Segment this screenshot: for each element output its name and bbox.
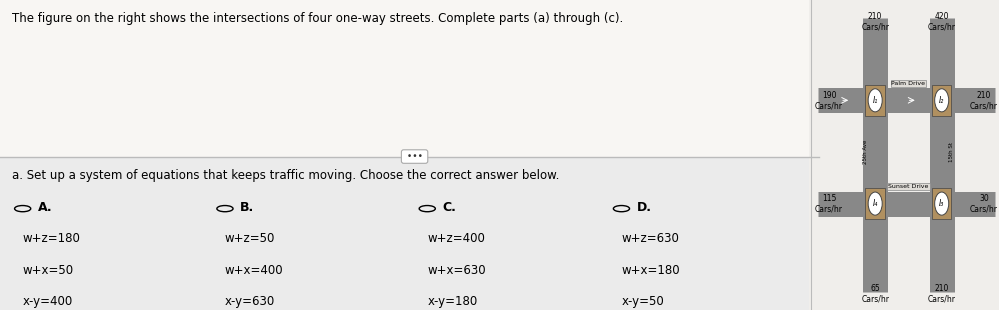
Text: C.: C.	[443, 201, 457, 214]
Bar	[865, 85, 885, 116]
Text: A.: A.	[38, 201, 53, 214]
Text: The figure on the right shows the intersections of four one-way streets. Complet: The figure on the right shows the inters…	[12, 12, 623, 25]
Text: w+x=630: w+x=630	[428, 264, 486, 277]
Circle shape	[868, 192, 882, 215]
Text: w+x=180: w+x=180	[621, 264, 680, 277]
Text: w+z=50: w+z=50	[225, 232, 276, 246]
Bar	[932, 85, 951, 116]
Circle shape	[935, 192, 949, 215]
Text: 190
Cars/hr: 190 Cars/hr	[815, 91, 843, 110]
Text: x-y=400: x-y=400	[23, 294, 73, 308]
Text: w+z=180: w+z=180	[23, 232, 81, 246]
Circle shape	[935, 89, 949, 112]
Text: x-y=180: x-y=180	[428, 294, 478, 308]
Text: Palm Drive: Palm Drive	[891, 81, 925, 86]
Text: 210
Cars/hr: 210 Cars/hr	[861, 12, 889, 32]
Text: I₃: I₃	[939, 199, 944, 208]
Text: w+x=50: w+x=50	[23, 264, 74, 277]
Text: x-y=50: x-y=50	[621, 294, 664, 308]
Text: 15th St: 15th St	[949, 142, 954, 162]
Bar	[0, 0, 809, 157]
Text: I₂: I₂	[939, 96, 944, 105]
Bar	[0, 157, 809, 310]
Text: Sunset Drive: Sunset Drive	[888, 184, 929, 189]
Text: w+z=400: w+z=400	[428, 232, 486, 246]
Text: 210
Cars/hr: 210 Cars/hr	[970, 91, 998, 110]
Text: B.: B.	[241, 201, 255, 214]
Bar	[932, 188, 951, 219]
Text: 65
Cars/hr: 65 Cars/hr	[861, 285, 889, 304]
Text: 25th Ave: 25th Ave	[862, 140, 867, 164]
Text: D.: D.	[636, 201, 651, 214]
Text: a. Set up a system of equations that keeps traffic moving. Choose the correct an: a. Set up a system of equations that kee…	[12, 169, 559, 182]
Text: 420
Cars/hr: 420 Cars/hr	[928, 12, 956, 32]
Text: I₄: I₄	[872, 199, 878, 208]
Text: 30
Cars/hr: 30 Cars/hr	[970, 194, 998, 213]
Text: w+z=630: w+z=630	[621, 232, 679, 246]
Circle shape	[868, 89, 882, 112]
Text: 210
Cars/hr: 210 Cars/hr	[928, 285, 956, 304]
Text: x-y=630: x-y=630	[225, 294, 275, 308]
Bar	[865, 188, 885, 219]
Text: w+x=400: w+x=400	[225, 264, 284, 277]
Text: I₁: I₁	[872, 96, 878, 105]
Text: 115
Cars/hr: 115 Cars/hr	[815, 194, 843, 213]
Text: •••: •••	[404, 152, 426, 161]
